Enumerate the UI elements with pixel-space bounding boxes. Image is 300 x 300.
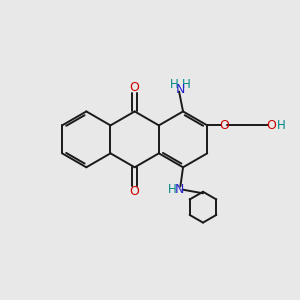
Text: H: H — [170, 77, 178, 91]
Text: N: N — [174, 183, 184, 196]
Text: O: O — [266, 119, 276, 132]
Text: O: O — [130, 81, 140, 94]
Text: O: O — [130, 185, 140, 198]
Text: O: O — [219, 119, 229, 132]
Text: N: N — [176, 83, 185, 96]
Text: H: H — [182, 77, 190, 91]
Text: H: H — [167, 183, 176, 196]
Text: H: H — [277, 119, 286, 132]
